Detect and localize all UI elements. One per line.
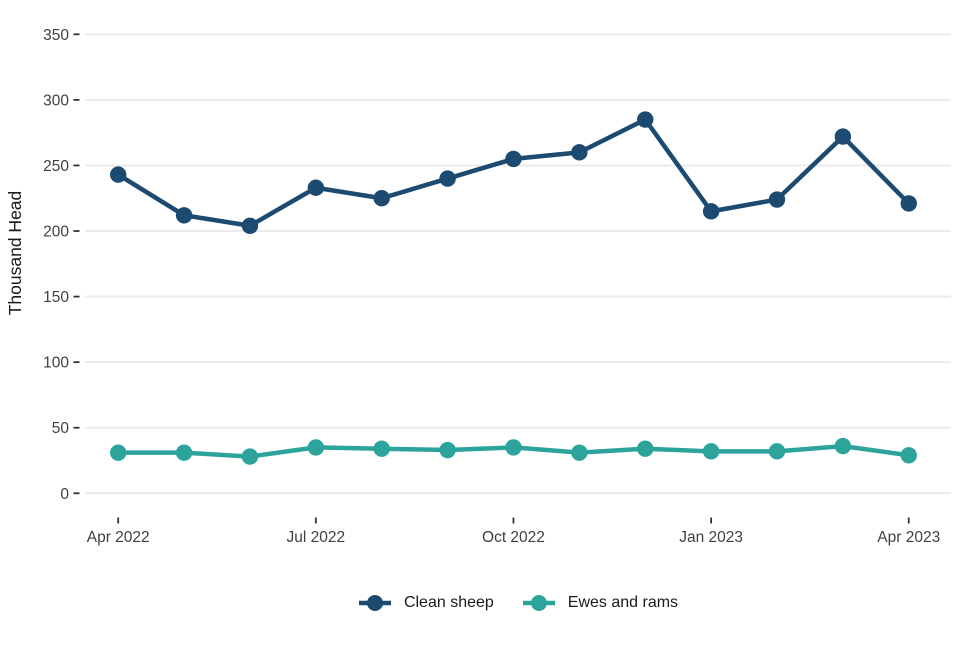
legend-label-ewes-and-rams: Ewes and rams <box>567 594 679 611</box>
data-point-ewes-and-rams <box>900 447 917 464</box>
x-tick-label: Apr 2023 <box>877 529 940 546</box>
y-tick-label: 100 <box>43 355 69 372</box>
y-tick-label: 150 <box>43 289 69 306</box>
data-point-ewes-and-rams <box>307 439 325 456</box>
y-tick-label: 50 <box>52 420 70 437</box>
data-point-ewes-and-rams <box>373 440 390 457</box>
y-axis: 0 50 100 150 200 250 300 350 <box>43 27 80 503</box>
x-tick-label: Oct 2022 <box>482 529 545 546</box>
data-point-clean-sheep <box>241 217 259 234</box>
x-tick-label: Jul 2022 <box>287 529 346 546</box>
data-point-clean-sheep <box>439 170 456 187</box>
y-tick-label: 0 <box>60 486 69 503</box>
data-point-ewes-and-rams <box>110 444 127 461</box>
data-point-ewes-and-rams <box>834 437 852 455</box>
y-axis-title: Thousand Head <box>5 191 25 316</box>
series-layer <box>110 111 917 465</box>
data-point-clean-sheep <box>637 111 654 128</box>
data-point-ewes-and-rams <box>439 441 456 459</box>
legend: Clean sheep Ewes and rams <box>0 561 960 645</box>
data-point-ewes-and-rams <box>637 440 654 457</box>
y-tick-label: 250 <box>43 158 69 175</box>
data-point-ewes-and-rams <box>505 439 522 456</box>
data-point-clean-sheep <box>175 207 193 224</box>
legend-item-clean-sheep: Clean sheep <box>358 593 494 613</box>
data-point-clean-sheep <box>373 190 390 207</box>
data-point-clean-sheep <box>571 144 588 161</box>
data-point-ewes-and-rams <box>241 448 259 465</box>
legend-label-clean-sheep: Clean sheep <box>403 594 494 611</box>
line-chart: 0 50 100 150 200 250 300 350 Apr 2022 Jul 2022 Oc… <box>5 27 951 546</box>
legend-key-dot <box>530 595 547 611</box>
y-tick-label: 300 <box>43 92 69 109</box>
legend-item-ewes-and-rams: Ewes and rams <box>522 593 678 613</box>
data-point-clean-sheep <box>900 195 917 212</box>
y-tick-label: 200 <box>43 224 69 241</box>
data-point-clean-sheep <box>505 150 522 168</box>
data-point-ewes-and-rams <box>702 443 720 460</box>
data-point-ewes-and-rams <box>768 443 786 460</box>
data-point-ewes-and-rams <box>175 444 193 461</box>
legend-key-icon-clean-sheep <box>358 595 391 611</box>
y-tick-label: 350 <box>43 27 69 44</box>
data-point-clean-sheep <box>110 166 127 183</box>
data-point-ewes-and-rams <box>571 444 588 461</box>
x-axis: Apr 2022 Jul 2022 Oct 2022 Jan 2023 Apr 2023 <box>87 517 940 546</box>
gridlines <box>85 33 951 495</box>
series-line-clean-sheep <box>115 117 912 229</box>
data-point-clean-sheep <box>768 191 786 208</box>
legend-key-icon-ewes-and-rams <box>522 595 555 611</box>
x-tick-label: Jan 2023 <box>679 529 743 546</box>
data-point-clean-sheep <box>307 179 325 196</box>
data-point-clean-sheep <box>702 203 720 220</box>
data-point-clean-sheep <box>834 128 852 145</box>
x-tick-label: Apr 2022 <box>87 529 150 546</box>
legend-key-dot <box>366 595 383 611</box>
